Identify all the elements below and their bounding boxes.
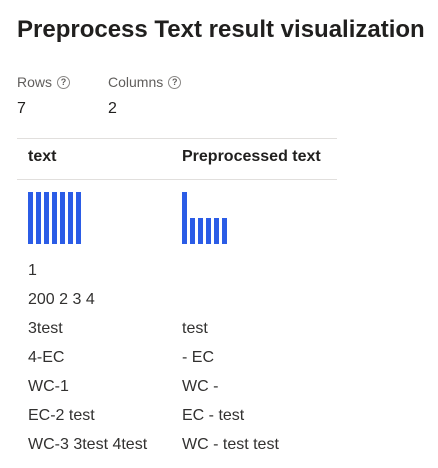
histogram-text[interactable]	[28, 192, 88, 244]
table-row[interactable]: WC-1 WC -	[17, 374, 337, 403]
info-icon[interactable]: ?	[168, 75, 182, 89]
histogram-preprocessed-text-bar[interactable]	[206, 218, 211, 244]
cell-preprocessed-text: EC - test	[182, 407, 245, 424]
table-header: text Preprocessed text	[17, 138, 337, 180]
histogram-text-bar[interactable]	[28, 192, 33, 244]
rows-value: 7	[17, 100, 26, 117]
histogram-text-bar[interactable]	[36, 192, 41, 244]
histogram-preprocessed-text[interactable]	[182, 192, 242, 244]
histogram-text-bar[interactable]	[44, 192, 49, 244]
result-table: text Preprocessed text 1 200 2 3 4 3test te…	[17, 138, 337, 453]
cell-text: WC-1	[28, 378, 69, 395]
columns-value: 2	[108, 100, 117, 117]
histogram-text-bar[interactable]	[52, 192, 57, 244]
histogram-text-bar[interactable]	[76, 192, 81, 244]
histogram-preprocessed-text-bar[interactable]	[182, 192, 187, 244]
table-row[interactable]: 200 2 3 4	[17, 287, 337, 316]
rows-stat: Rows ? 7	[17, 72, 71, 120]
table-row[interactable]: 4-EC - EC	[17, 345, 337, 374]
columns-label: Columns	[108, 74, 164, 90]
column-header-preprocessed-text[interactable]: Preprocessed text	[182, 148, 321, 165]
histogram-preprocessed-text-bar[interactable]	[214, 218, 219, 244]
cell-text: WC-3 3test 4test	[28, 436, 148, 453]
column-header-text[interactable]: text	[28, 148, 57, 165]
histogram-preprocessed-text-bar[interactable]	[198, 218, 203, 244]
cell-text: 3test	[28, 320, 63, 337]
table-row[interactable]: 3test test	[17, 316, 337, 345]
cell-text: EC-2 test	[28, 407, 95, 424]
histogram-text-bar[interactable]	[68, 192, 73, 244]
histogram-text-bar[interactable]	[60, 192, 65, 244]
cell-preprocessed-text: WC -	[182, 378, 219, 395]
histogram-preprocessed-text-bar[interactable]	[222, 218, 227, 244]
cell-text: 1	[28, 262, 37, 279]
table-row[interactable]: EC-2 test EC - test	[17, 403, 337, 432]
info-icon[interactable]: ?	[57, 75, 71, 89]
cell-preprocessed-text: WC - test test	[182, 436, 279, 453]
cell-preprocessed-text: test	[182, 320, 208, 337]
columns-stat: Columns ? 2	[108, 72, 182, 120]
table-row[interactable]: WC-3 3test 4test WC - test test	[17, 432, 337, 461]
cell-text: 4-EC	[28, 349, 65, 366]
table-body: 1 200 2 3 4 3test test 4-EC - EC WC-1 WC - EC-2 …	[17, 258, 337, 461]
table-row[interactable]: 1	[17, 258, 337, 287]
cell-text: 200 2 3 4	[28, 291, 95, 308]
histogram-preprocessed-text-bar[interactable]	[190, 218, 195, 244]
page-title: Preprocess Text result visualization	[17, 16, 425, 43]
cell-preprocessed-text: - EC	[182, 349, 214, 366]
rows-label: Rows	[17, 74, 53, 90]
